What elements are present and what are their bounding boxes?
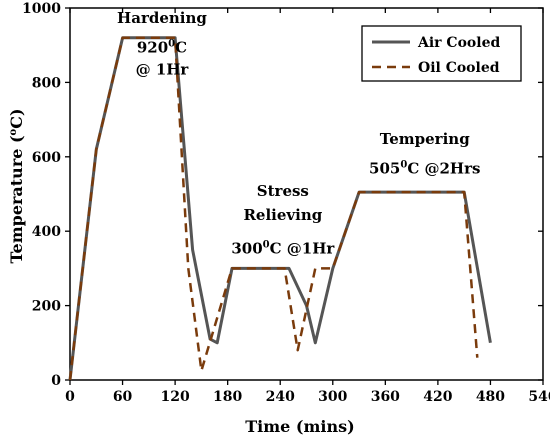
x-tick-label: 180 [213, 389, 242, 405]
plot-frame [69, 7, 544, 381]
tempering-title: Tempering [380, 130, 470, 148]
series-line-oil-cooled [68, 36, 479, 381]
stress-detail-value: 300 [231, 240, 262, 258]
legend-label-air-cooled: Air Cooled [417, 35, 500, 51]
legend: Air Cooled Oil Cooled [361, 25, 522, 82]
y-tick-label: 1000 [22, 1, 61, 17]
y-tick-label: 600 [32, 150, 61, 166]
hardening-detail-duration: @ 1Hr [136, 61, 190, 79]
hardening-title: Hardening [117, 9, 207, 27]
axes: 0 60 120 180 240 300 360 420 480 540 0 200 400 600 800… [22, 1, 550, 405]
hardening-detail: 9200C [137, 39, 187, 57]
tempering-detail-value: 505 [369, 160, 400, 178]
x-tick-label: 540 [528, 389, 550, 405]
y-tick-label: 800 [32, 75, 61, 91]
x-tick-label: 240 [266, 389, 295, 405]
y-axis-title-sup: o [8, 128, 19, 135]
x-tick-label: 120 [160, 389, 189, 405]
x-tick-label: 300 [318, 389, 347, 405]
stress-detail: 3000C @1Hr [231, 240, 335, 258]
x-axis-title: Time (mins) [245, 417, 354, 436]
y-axis-title-end: C) [7, 108, 26, 128]
y-tick-label: 400 [32, 224, 61, 240]
tempering-detail: 5050C @2Hrs [369, 160, 480, 178]
x-tick-label: 0 [65, 389, 75, 405]
x-tick-label: 420 [423, 389, 452, 405]
x-tick-label: 360 [371, 389, 400, 405]
x-tick-label: 60 [113, 389, 133, 405]
y-tick-label: 0 [51, 373, 61, 389]
stress-detail-degree: 0 [263, 240, 270, 251]
stress-detail-unit: C @1Hr [270, 240, 336, 258]
hardening-detail-degree: 0 [168, 39, 175, 50]
hardening-detail-unit: C [175, 39, 187, 57]
y-axis-title: Temperature (oC) [7, 108, 26, 263]
stress-title: Stress [257, 182, 309, 200]
x-tick-label: 480 [476, 389, 505, 405]
tempering-detail-unit: C @2Hrs [407, 160, 480, 178]
y-tick-label: 200 [32, 299, 61, 315]
legend-label-oil-cooled: Oil Cooled [418, 60, 500, 76]
series-lines [68, 36, 492, 381]
tempering-detail-degree: 0 [400, 160, 407, 171]
legend-box [361, 25, 522, 82]
hardening-detail-value: 920 [137, 39, 168, 57]
y-axis-title-main: Temperature ( [7, 135, 26, 263]
stress-title: Relieving [243, 206, 322, 224]
